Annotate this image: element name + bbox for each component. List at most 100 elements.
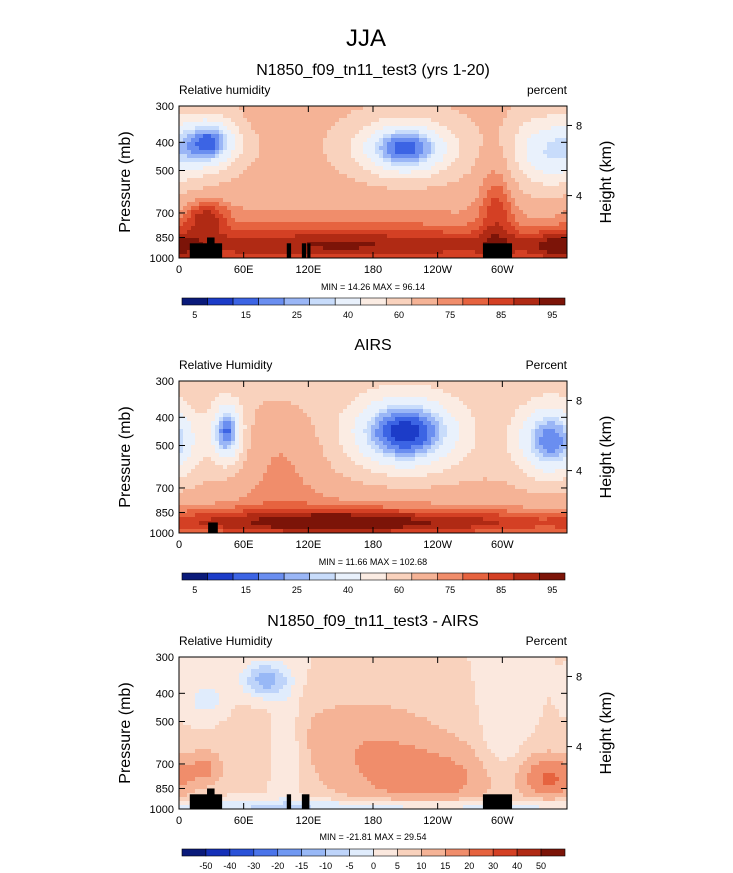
heatmap-cell — [319, 138, 324, 143]
heatmap-cell — [235, 210, 240, 215]
heatmap-cell — [547, 178, 552, 183]
heatmap-cell — [463, 250, 468, 255]
heatmap-cell — [451, 242, 456, 247]
heatmap-cell — [435, 234, 440, 239]
heatmap-cell — [331, 190, 336, 195]
heatmap-cell — [511, 110, 516, 115]
heatmap-cell — [451, 130, 456, 135]
heatmap-cell — [563, 194, 568, 199]
heatmap-cell — [215, 166, 220, 171]
heatmap-cell — [491, 194, 496, 199]
heatmap-cell — [199, 122, 204, 127]
heatmap-cell — [327, 405, 332, 410]
heatmap-cell — [483, 122, 488, 127]
heatmap-cell — [291, 381, 296, 386]
heatmap-cell — [227, 190, 232, 195]
heatmap-cell — [183, 142, 188, 147]
heatmap-cell — [431, 226, 436, 231]
heatmap-cell — [371, 146, 376, 151]
heatmap-cell — [343, 393, 348, 398]
heatmap-cell — [243, 246, 248, 251]
heatmap-cell — [223, 409, 228, 414]
heatmap-cell — [475, 409, 480, 414]
heatmap-cell — [231, 381, 236, 386]
heatmap-cell — [331, 421, 336, 426]
heatmap-cell — [263, 222, 268, 227]
heatmap-cell — [203, 202, 208, 207]
heatmap-cell — [391, 190, 396, 195]
heatmap-cell — [403, 234, 408, 239]
heatmap-cell — [415, 130, 420, 135]
heatmap-cell — [435, 138, 440, 143]
colorbar-label: 15 — [241, 310, 251, 320]
heatmap-cell — [463, 393, 468, 398]
heatmap-cell — [471, 385, 476, 390]
heatmap-cell — [363, 110, 368, 115]
heatmap-cell — [515, 214, 520, 219]
heatmap-cell — [403, 218, 408, 223]
heatmap-cell — [395, 238, 400, 243]
heatmap-cell — [431, 393, 436, 398]
heatmap-cell — [427, 190, 432, 195]
heatmap-cell — [327, 222, 332, 227]
heatmap-cell — [399, 429, 404, 434]
heatmap-cell — [187, 150, 192, 155]
heatmap-cell — [319, 114, 324, 119]
heatmap-cell — [303, 226, 308, 231]
heatmap-cell — [271, 114, 276, 119]
heatmap-cell — [191, 214, 196, 219]
heatmap-cell — [263, 146, 268, 151]
heatmap-cell — [507, 186, 512, 191]
heatmap-cell — [423, 150, 428, 155]
heatmap-cell — [403, 210, 408, 215]
heatmap-cell — [315, 130, 320, 135]
heatmap-cell — [307, 114, 312, 119]
heatmap-cell — [523, 405, 528, 410]
heatmap-cell — [267, 421, 272, 426]
heatmap-cell — [351, 242, 356, 247]
heatmap-cell — [359, 246, 364, 251]
heatmap-cell — [295, 158, 300, 163]
heatmap-cell — [271, 397, 276, 402]
heatmap-cell — [199, 170, 204, 175]
heatmap-cell — [191, 194, 196, 199]
heatmap-cell — [267, 178, 272, 183]
heatmap-cell — [487, 417, 492, 422]
heatmap-cell — [467, 146, 472, 151]
heatmap-cell — [323, 190, 328, 195]
heatmap-cell — [503, 218, 508, 223]
heatmap-cell — [299, 222, 304, 227]
heatmap-cell — [431, 166, 436, 171]
heatmap-cell — [275, 385, 280, 390]
heatmap-cell — [351, 397, 356, 402]
heatmap-cell — [231, 409, 236, 414]
heatmap-cell — [275, 202, 280, 207]
heatmap-cell — [299, 413, 304, 418]
colorbar-label: 40 — [343, 310, 353, 320]
heatmap-cell — [243, 250, 248, 255]
heatmap-cell — [487, 178, 492, 183]
heatmap-cell — [467, 130, 472, 135]
heatmap-cell — [563, 393, 568, 398]
heatmap-cell — [519, 210, 524, 215]
heatmap-cell — [315, 405, 320, 410]
heatmap-cell — [463, 230, 468, 235]
heatmap-cell — [519, 254, 524, 259]
heatmap-cell — [363, 194, 368, 199]
heatmap-cell — [455, 198, 460, 203]
heatmap-cell — [527, 417, 532, 422]
heatmap-cell — [307, 417, 312, 422]
heatmap-cell — [423, 425, 428, 430]
heatmap-cell — [487, 110, 492, 115]
heatmap-cell — [543, 206, 548, 211]
heatmap-cell — [343, 114, 348, 119]
heatmap-cell — [383, 174, 388, 179]
heatmap-cell — [519, 226, 524, 231]
heatmap-cell — [239, 210, 244, 215]
heatmap-cell — [215, 158, 220, 163]
heatmap-cell — [375, 250, 380, 255]
heatmap-cell — [283, 246, 288, 251]
heatmap-cell — [503, 174, 508, 179]
heatmap-cell — [299, 417, 304, 422]
heatmap-cell — [271, 226, 276, 231]
